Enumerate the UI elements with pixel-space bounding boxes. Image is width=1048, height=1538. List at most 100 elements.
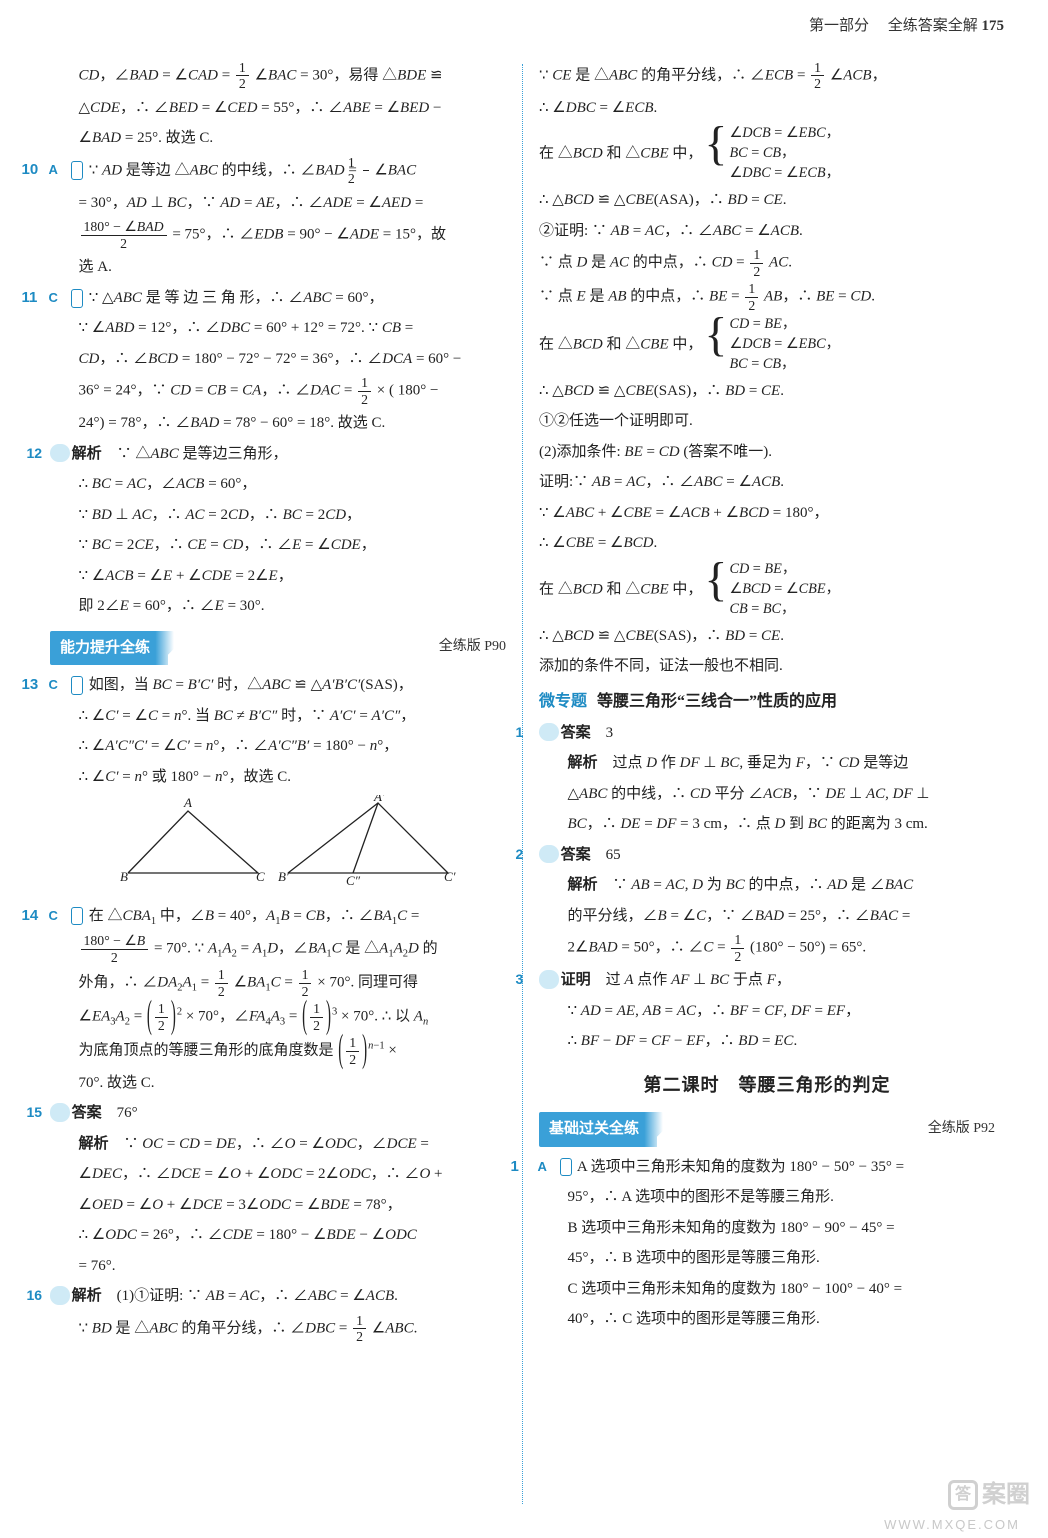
- q16-line: ∵ BD 是 △ABC 的角平分线，∴ ∠DBC = 12 ∠ABC.: [50, 1313, 506, 1345]
- label-analysis: 解析: [568, 755, 598, 771]
- q11-line: 24°) = 78°，∴ ∠BAD = 78° − 60° = 18°. 故选 …: [50, 409, 506, 438]
- r-line: ∴ ∠CBE = ∠BCD.: [539, 529, 995, 558]
- q14-line: 180° − ∠B2 = 70°. ∵ A1A2 = A1D，∠BA1C 是 △…: [50, 933, 506, 965]
- m3: 3证明 过 A 点作 AF ⊥ BC 于点 F，: [539, 966, 995, 995]
- r-line: 添加的条件不同，证法一般也不相同.: [539, 652, 995, 681]
- q1b-line: 95°，∴ A 选项中的图形不是等腰三角形.: [539, 1183, 995, 1212]
- topic-tag: 微专题: [539, 693, 587, 710]
- pre-line: △CDE，∴ ∠BED = ∠CED = 55°，∴ ∠ABE = ∠BED −: [50, 94, 506, 123]
- watermark-text: 案圈: [982, 1472, 1030, 1518]
- qnum: 3: [539, 970, 559, 988]
- watermark: 答 案圈: [948, 1472, 1030, 1518]
- page-body: CD，∠BAD = ∠CAD = 12 ∠BAC = 30°，易得 △BDE ≌…: [0, 0, 1048, 1524]
- answer-badge: C: [71, 289, 83, 308]
- q15-line: ∠DEC，∴ ∠DCE = ∠O + ∠ODC = 2∠ODC，∴ ∠O +: [50, 1160, 506, 1189]
- q15-line: 解析 ∵ OC = CD = DE，∴ ∠O = ∠ODC，∠DCE =: [50, 1130, 506, 1159]
- q12-line: ∴ BC = AC，∠ACB = 60°，: [50, 470, 506, 499]
- q12-line: ∵ ∠ACB = ∠E + ∠CDE = 2∠E，: [50, 562, 506, 591]
- r-line: ∵ 点 E 是 AB 的中点，∴ BE = 12 AB，∴ BE = CD.: [539, 281, 995, 313]
- r-line: ∵ CE 是 △ABC 的角平分线，∴ ∠ECB = 12 ∠ACB，: [539, 60, 995, 92]
- r-line: 证明:∵ AB = AC，∴ ∠ABC = ∠ACB.: [539, 468, 995, 497]
- answer-badge: A: [560, 1158, 572, 1177]
- m2: 2答案 65: [539, 841, 995, 870]
- answer-text: 76°: [117, 1105, 138, 1121]
- q15: 15答案 76°: [50, 1099, 506, 1128]
- q12-line: 即 2∠E = 60°，∴ ∠E = 30°.: [50, 592, 506, 621]
- m2-line: 2∠BAD = 50°，∴ ∠C = 12 (180° − 50°) = 65°…: [539, 932, 995, 964]
- q16: 16解析 (1)①证明: ∵ AB = AC，∴ ∠ABC = ∠ACB.: [50, 1282, 506, 1311]
- r-line: ∴ △BCD ≌ △CBE(SAS)，∴ BD = CE.: [539, 377, 995, 406]
- section-row: 基础过关全练 全练版 P92: [539, 1112, 995, 1147]
- r-line: ②证明: ∵ AB = AC，∴ ∠ABC = ∠ACB.: [539, 217, 995, 246]
- r-line: 在 △BCD 和 △CBE 中，{CD = BE，∠BCD = ∠CBE，CB …: [539, 560, 995, 620]
- svg-text:A′: A′: [373, 795, 385, 804]
- svg-text:B: B: [120, 869, 128, 884]
- pre-line: ∠BAD = 25°. 故选 C.: [50, 124, 506, 153]
- q10-line: = 30°，AD ⊥ BC，∵ AD = AE，∴ ∠ADE = ∠AED =: [50, 189, 506, 218]
- answer-text: 65: [606, 847, 621, 863]
- q13: 13C 如图，当 BC = B′C′ 时，△ABC ≌ △A′B′C′(SAS)…: [50, 671, 506, 700]
- section-band: 基础过关全练: [539, 1112, 663, 1147]
- qnum: 12: [50, 444, 70, 462]
- q12-line: ∵ BC = 2CE，∴ CE = CD，∴ ∠E = ∠CDE，: [50, 531, 506, 560]
- q15-line: ∠OED = ∠O + ∠DCE = 3∠ODC = ∠BDE = 78°，: [50, 1191, 506, 1220]
- label-analysis: 解析: [79, 1136, 109, 1152]
- right-column: ∵ CE 是 △ABC 的角平分线，∴ ∠ECB = 12 ∠ACB， ∴ ∠D…: [523, 12, 995, 1504]
- r-line: (2)添加条件: BE = CD (答案不唯一).: [539, 438, 995, 467]
- answer-badge: C: [71, 907, 83, 926]
- svg-text:B′: B′: [278, 869, 289, 884]
- q14: 14C 在 △CBA1 中，∠B = 40°，A1B = CB，∴ ∠BA1C …: [50, 902, 506, 932]
- r-line: ∴ △BCD ≌ △CBE(SAS)，∴ BD = CE.: [539, 622, 995, 651]
- svg-text:C: C: [256, 869, 265, 884]
- r-line: 在 △BCD 和 △CBE 中，{CD = BE，∠DCB = ∠EBC，BC …: [539, 315, 995, 375]
- label-analysis: 解析: [72, 446, 102, 462]
- m2-line: 的平分线，∠B = ∠C，∵ ∠BAD = 25°，∴ ∠BAC =: [539, 902, 995, 931]
- section-row: 能力提升全练 全练版 P90: [50, 631, 506, 666]
- q1b-line: C 选项中三角形未知角的度数为 180° − 100° − 40° =: [539, 1275, 995, 1304]
- r-line: ∴ △BCD ≌ △CBE(ASA)，∴ BD = CE.: [539, 186, 995, 215]
- q1b-line: B 选项中三角形未知角的度数为 180° − 90° − 45° =: [539, 1214, 995, 1243]
- q15-line: = 76°.: [50, 1252, 506, 1281]
- qnum: 2: [539, 845, 559, 863]
- r-line: 在 △BCD 和 △CBE 中，{∠DCB = ∠EBC，BC = CB，∠DB…: [539, 124, 995, 184]
- q13-figure: ABC A′B′ C″C′: [50, 795, 506, 896]
- label-analysis: 解析: [568, 877, 598, 893]
- r-line: ∵ 点 D 是 AC 的中点，∴ CD = 12 AC.: [539, 247, 995, 279]
- q1b-line: 40°，∴ C 选项中的图形是等腰三角形.: [539, 1305, 995, 1334]
- q12-line: ∵ BD ⊥ AC，∴ AC = 2CD，∴ BC = 2CD，: [50, 501, 506, 530]
- micro-topic: 微专题 等腰三角形“三线合一”性质的应用: [539, 687, 995, 717]
- q11: 11C ∵ △ABC 是 等 边 三 角 形，∴ ∠ABC = 60°，: [50, 284, 506, 313]
- label-answer: 答案: [561, 725, 591, 741]
- q10: 10A ∵ AD 是等边 △ABC 的中线，∴ ∠BAD = 12 ∠BAC: [50, 155, 506, 187]
- qnum: 1: [539, 723, 559, 741]
- section-ref: 全练版 P90: [439, 634, 506, 661]
- m1-line: 解析 过点 D 作 DF ⊥ BC, 垂足为 F，∵ CD 是等边: [539, 749, 995, 778]
- answer-text: 3: [606, 725, 614, 741]
- triangle-diagram: ABC A′B′ C″C′: [98, 795, 458, 885]
- q10-line: 选 A.: [50, 253, 506, 282]
- m3-line: ∵ AD = AE, AB = AC，∴ BF = CF, DF = EF，: [539, 997, 995, 1026]
- label-analysis: 解析: [72, 1288, 102, 1304]
- q11-line: 36° = 24°，∵ CD = CB = CA，∴ ∠DAC = 12 × (…: [50, 375, 506, 407]
- m1: 1答案 3: [539, 719, 995, 748]
- q12: 12解析 ∵ △ABC 是等边三角形，: [50, 440, 506, 469]
- watermark-url: WWW.MXQE.COM: [884, 1513, 1020, 1538]
- pre-line: CD，∠BAD = ∠CAD = 12 ∠BAC = 30°，易得 △BDE ≌: [50, 60, 506, 92]
- m1-line: △ABC 的中线，∴ CD 平分 ∠ACB，∵ DE ⊥ AC, DF ⊥: [539, 780, 995, 809]
- q14-line: ∠EA3A2 = (12)2 × 70°，∠FA4A3 = (12)3 × 70…: [50, 1001, 506, 1033]
- section-ref: 全练版 P92: [928, 1116, 995, 1143]
- r-line: ∴ ∠DBC = ∠ECB.: [539, 94, 995, 123]
- left-column: CD，∠BAD = ∠CAD = 12 ∠BAC = 30°，易得 △BDE ≌…: [50, 12, 522, 1504]
- q13-line: ∴ ∠C′ = ∠C = n°. 当 BC ≠ B′C″ 时，∵ A′C′ = …: [50, 702, 506, 731]
- section-band: 能力提升全练: [50, 631, 174, 666]
- m1-line: BC，∴ DE = DF = 3 cm，∴ 点 D 到 BC 的距离为 3 cm…: [539, 810, 995, 839]
- label-answer: 答案: [72, 1105, 102, 1121]
- answer-badge: C: [71, 676, 83, 695]
- q14-line: 为底角顶点的等腰三角形的底角度数是 (12)n−1 ×: [50, 1035, 506, 1067]
- m2-line: 解析 ∵ AB = AC, D 为 BC 的中点，∴ AD 是 ∠BAC: [539, 871, 995, 900]
- svg-text:A: A: [183, 795, 192, 810]
- answer-badge: A: [71, 161, 83, 180]
- qnum: 16: [50, 1286, 70, 1304]
- svg-text:C′: C′: [444, 869, 456, 884]
- q1b-line: 45°，∴ B 选项中的图形是等腰三角形.: [539, 1244, 995, 1273]
